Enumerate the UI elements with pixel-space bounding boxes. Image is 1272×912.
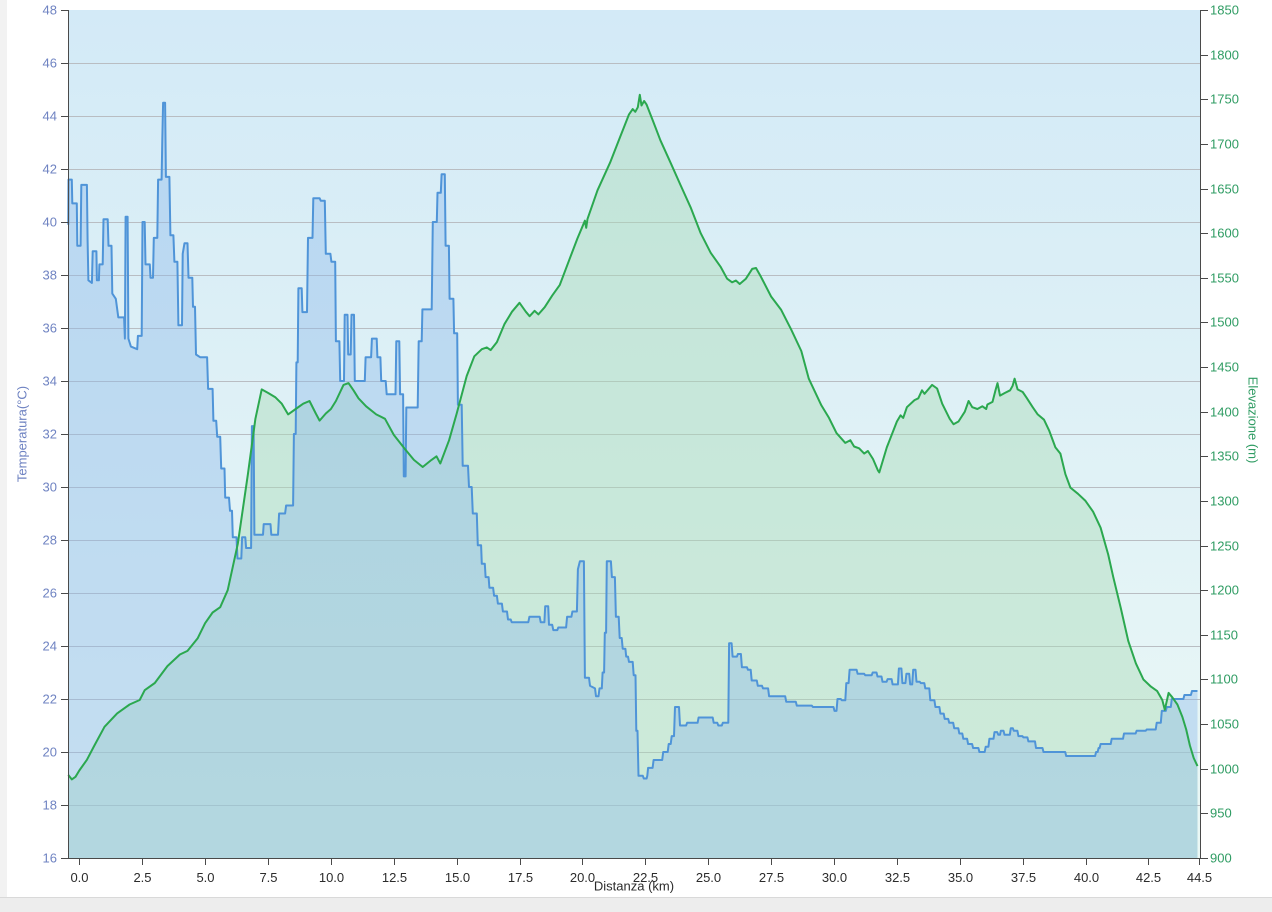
left-tick-label: 34 <box>43 374 57 389</box>
right-tick-label: 950 <box>1210 806 1232 821</box>
right-tick-label: 1200 <box>1210 583 1239 598</box>
x-tick-label: 7.5 <box>259 870 277 885</box>
window-left-strip <box>0 0 7 911</box>
left-tick-label: 38 <box>43 268 57 283</box>
x-axis-title: Distanza (km) <box>593 878 675 894</box>
left-tick-label: 28 <box>43 533 57 548</box>
x-tick-label: 17.5 <box>508 870 533 885</box>
right-tick-label: 1050 <box>1210 717 1239 732</box>
x-tick-label: 10.0 <box>319 870 344 885</box>
x-tick-label: 12.5 <box>382 870 407 885</box>
left-tick-label: 20 <box>43 745 57 760</box>
right-tick-label: 1600 <box>1210 226 1239 241</box>
left-axis-title: Temperatura(°C) <box>14 385 30 483</box>
x-tick-label: 5.0 <box>196 870 214 885</box>
temperature-area <box>68 102 1198 859</box>
x-tick-label: 44.5 <box>1187 870 1212 885</box>
x-tick-label: 37.5 <box>1011 870 1036 885</box>
right-tick-label: 1550 <box>1210 271 1239 286</box>
x-tick-label: 32.5 <box>885 870 910 885</box>
x-tick-label: 42.5 <box>1136 870 1161 885</box>
left-tick-label: 22 <box>43 692 57 707</box>
right-tick-label: 1100 <box>1210 672 1238 687</box>
right-tick-label: 1150 <box>1210 628 1238 643</box>
left-tick-label: 48 <box>43 3 57 18</box>
x-tick-label: 22.5 <box>633 870 658 885</box>
x-tick-label: 30.0 <box>822 870 847 885</box>
left-tick-label: 42 <box>43 162 57 177</box>
right-tick-label: 1750 <box>1210 92 1239 107</box>
elevation-area <box>68 94 1198 859</box>
x-tick-label: 0.0 <box>70 870 88 885</box>
left-tick-label: 18 <box>43 798 57 813</box>
right-tick-label: 1400 <box>1210 405 1239 420</box>
left-tick-label: 26 <box>43 586 57 601</box>
elevation-line <box>67 93 1199 781</box>
left-tick-label: 24 <box>43 639 57 654</box>
right-tick-label: 1450 <box>1210 360 1239 375</box>
right-tick-label: 1850 <box>1210 3 1239 18</box>
right-axis-title: Elevazione (m) <box>1245 376 1261 464</box>
right-tick-label: 1250 <box>1210 539 1239 554</box>
left-tick-label: 36 <box>43 321 57 336</box>
right-tick-label: 1000 <box>1210 762 1239 777</box>
left-tick-label: 30 <box>43 480 57 495</box>
x-tick-label: 35.0 <box>948 870 973 885</box>
x-tick-label: 27.5 <box>759 870 784 885</box>
x-tick-label: 25.0 <box>696 870 721 885</box>
right-tick-label: 900 <box>1210 851 1232 866</box>
right-tick-label: 1800 <box>1210 48 1239 63</box>
x-tick-label: 2.5 <box>133 870 151 885</box>
x-tick-label: 40.0 <box>1074 870 1099 885</box>
right-tick-label: 1700 <box>1210 137 1239 152</box>
right-tick-label: 1650 <box>1210 182 1239 197</box>
left-tick-label: 16 <box>43 851 57 866</box>
left-tick-label: 46 <box>43 56 57 71</box>
left-tick-label: 32 <box>43 427 57 442</box>
x-tick-label: 20.0 <box>570 870 595 885</box>
right-tick-label: 1350 <box>1210 449 1239 464</box>
temperature-line <box>67 101 1198 780</box>
window-bottom-bar <box>0 897 1272 912</box>
left-tick-label: 44 <box>43 109 57 124</box>
left-tick-label: 40 <box>43 215 57 230</box>
right-tick-label: 1300 <box>1210 494 1239 509</box>
x-tick-label: 15.0 <box>445 870 470 885</box>
right-tick-label: 1500 <box>1210 315 1239 330</box>
